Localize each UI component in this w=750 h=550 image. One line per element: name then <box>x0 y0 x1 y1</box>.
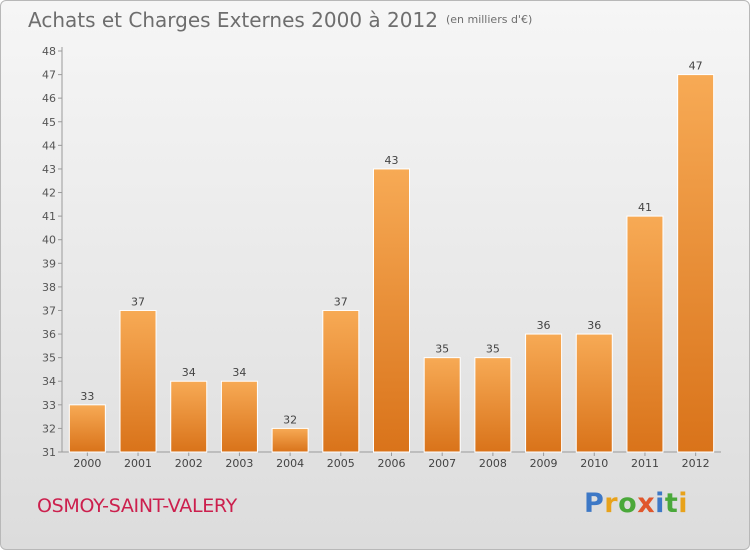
bars <box>68 74 715 453</box>
bar-2003 <box>220 380 258 453</box>
unit-note: (en milliers d'€) <box>445 13 533 26</box>
proxiti-logo: Proxiti <box>584 488 689 519</box>
title-text: Achats et Charges Externes 2000 à 2012 <box>28 8 438 32</box>
x-tick-label: 2008 <box>479 457 507 470</box>
data-label-2004: 32 <box>283 413 297 426</box>
x-tick-label: 2010 <box>580 457 608 470</box>
y-tick-label: 31 <box>42 446 56 459</box>
x-tick-label: 2002 <box>175 457 203 470</box>
bar-2010 <box>575 333 613 453</box>
data-label-2008: 35 <box>486 343 500 356</box>
x-tick-label: 2000 <box>73 457 101 470</box>
y-tick-label: 44 <box>42 139 56 152</box>
chart-title: Achats et Charges Externes 2000 à 2012 (e… <box>28 8 532 32</box>
y-tick-label: 33 <box>42 399 56 412</box>
x-tick-label: 2006 <box>378 457 406 470</box>
data-label-2009: 36 <box>537 319 551 332</box>
y-tick-label: 37 <box>42 304 56 317</box>
y-tick-label: 41 <box>42 210 56 223</box>
bar-2002 <box>170 380 208 453</box>
y-tick-label: 32 <box>42 422 56 435</box>
bar-2001 <box>119 309 157 453</box>
x-tick-label: 2012 <box>682 457 710 470</box>
y-tick-label: 42 <box>42 187 56 200</box>
data-label-2001: 37 <box>131 295 145 308</box>
data-label-2003: 34 <box>232 366 246 379</box>
y-tick-label: 43 <box>42 163 56 176</box>
data-label-2010: 36 <box>587 319 601 332</box>
x-tick-label: 2011 <box>631 457 659 470</box>
y-tick-label: 38 <box>42 281 56 294</box>
y-tick-label: 34 <box>42 375 56 388</box>
data-label-2006: 43 <box>385 154 399 167</box>
y-tick-label: 39 <box>42 257 56 270</box>
y-tick-label: 36 <box>42 328 56 341</box>
bar-2006 <box>373 168 410 453</box>
x-tick-label: 2001 <box>124 457 152 470</box>
data-label-2000: 33 <box>80 390 94 403</box>
commune-name: OSMOY-SAINT-VALERY <box>37 495 237 517</box>
axes: 31 32 33 34 35 36 37 38 39 40 41 42 43 44 45 46 47 48 2000… <box>42 45 721 470</box>
x-tick-label: 2004 <box>276 457 304 470</box>
data-label-2005: 37 <box>334 295 348 308</box>
y-tick-label: 47 <box>42 69 56 82</box>
bar-2007 <box>423 357 461 453</box>
y-tick-label: 35 <box>42 352 56 365</box>
x-tick-label: 2005 <box>327 457 355 470</box>
y-tick-label: 45 <box>42 116 56 129</box>
y-tick-label: 48 <box>42 45 56 58</box>
x-tick-label: 2009 <box>530 457 558 470</box>
data-label-2002: 34 <box>182 366 196 379</box>
data-label-2007: 35 <box>435 343 449 356</box>
y-tick-label: 46 <box>42 92 56 105</box>
bar-2000 <box>68 404 106 453</box>
bar-2005 <box>322 309 360 453</box>
bar-2012 <box>677 74 715 453</box>
bar-2009 <box>525 333 563 453</box>
data-label-2011: 41 <box>638 201 652 214</box>
x-tick-label: 2003 <box>225 457 253 470</box>
data-label-2012: 47 <box>689 60 703 73</box>
bar-2008 <box>474 357 512 453</box>
y-tick-label: 40 <box>42 234 56 247</box>
bar-2011 <box>626 215 664 453</box>
bar-2004 <box>271 427 309 453</box>
x-tick-label: 2007 <box>428 457 456 470</box>
data-labels: 33 37 34 34 32 37 43 35 35 36 36 41 47 <box>80 60 702 427</box>
